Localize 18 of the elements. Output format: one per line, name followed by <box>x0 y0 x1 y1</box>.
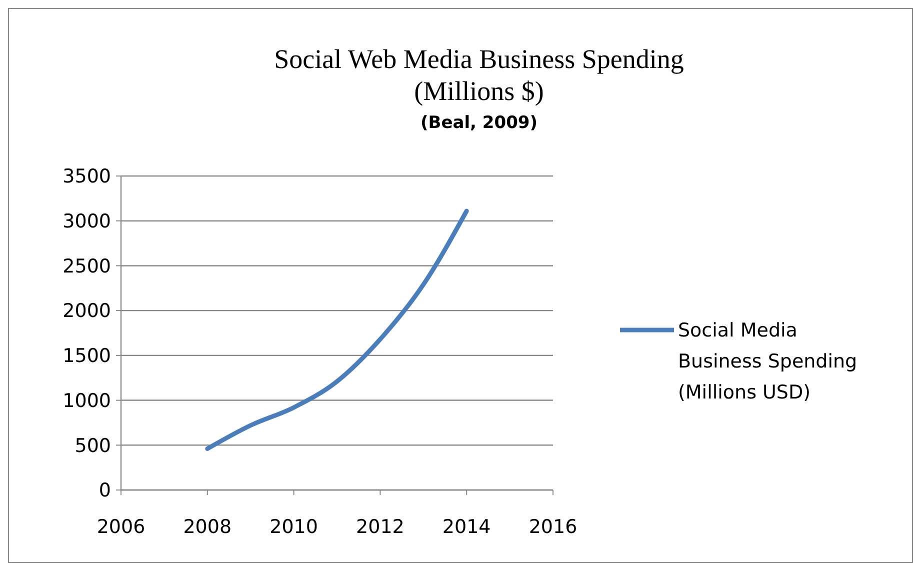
y-tick-label: 1000 <box>62 390 111 412</box>
y-tick-label: 1500 <box>62 345 111 368</box>
x-tick-label: 2014 <box>442 516 491 538</box>
x-tick-label: 2006 <box>96 516 146 538</box>
y-tick-label: 3500 <box>62 166 111 188</box>
y-tick-label: 500 <box>74 434 111 457</box>
x-tick-label: 2008 <box>183 516 232 538</box>
y-tick-label: 0 <box>98 480 111 502</box>
y-tick-label: 2000 <box>62 300 111 322</box>
legend-label: Social Media Business Spending (Millions USD) <box>678 320 858 404</box>
x-tick-label: 2012 <box>356 516 404 538</box>
chart-subtitle: (Beal, 2009) <box>420 113 538 133</box>
x-tick-label: 2010 <box>270 516 318 538</box>
chart-title: Social Web Media Business Spending (Millions $) <box>274 44 684 106</box>
y-tick-label: 2500 <box>62 255 111 278</box>
y-tick-label: 3000 <box>62 210 111 233</box>
x-tick-label: 2016 <box>528 516 578 538</box>
line-series <box>205 208 469 451</box>
